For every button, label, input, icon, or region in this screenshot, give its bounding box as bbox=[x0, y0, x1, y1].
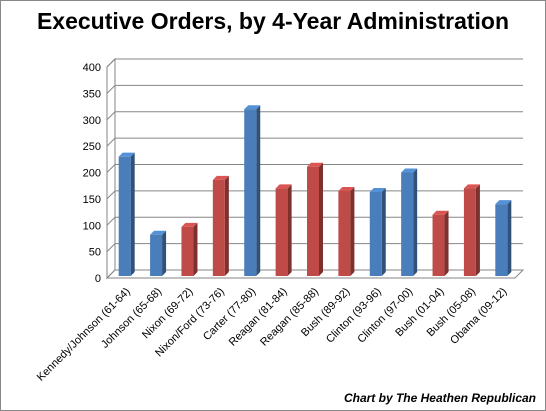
y-tick-label: 400 bbox=[83, 62, 101, 74]
bar bbox=[212, 175, 229, 276]
bar-front bbox=[212, 179, 225, 276]
bar bbox=[432, 210, 449, 276]
bars bbox=[118, 105, 512, 276]
bar-side bbox=[381, 188, 386, 276]
y-tick-label: 50 bbox=[89, 247, 101, 259]
bar-side bbox=[444, 210, 449, 276]
x-tick-label: Obama (09-12) bbox=[448, 286, 509, 347]
y-tick-label: 250 bbox=[83, 141, 101, 153]
bar-front bbox=[244, 109, 257, 276]
bar bbox=[275, 184, 292, 276]
bar bbox=[401, 168, 418, 276]
bar-top bbox=[432, 210, 449, 215]
bar-side bbox=[193, 222, 198, 276]
bar-front bbox=[401, 172, 414, 276]
bar bbox=[463, 184, 480, 276]
bar-front bbox=[495, 204, 508, 276]
y-tick-label: 200 bbox=[83, 168, 101, 180]
bar bbox=[181, 222, 198, 276]
bar-front bbox=[181, 226, 194, 276]
bar-top bbox=[212, 175, 229, 180]
bar-side bbox=[224, 175, 229, 276]
y-tick-label: 0 bbox=[95, 273, 101, 285]
bar-top bbox=[181, 222, 198, 227]
bar-side bbox=[319, 162, 323, 276]
gridline-side bbox=[106, 58, 116, 68]
bar-front bbox=[275, 188, 288, 276]
bar bbox=[338, 186, 355, 276]
bar-side bbox=[507, 200, 512, 276]
bar-top bbox=[369, 188, 386, 193]
bar-front bbox=[118, 156, 131, 276]
x-tick-label: Clinton (97-00) bbox=[355, 286, 415, 346]
bar bbox=[369, 188, 386, 276]
bar-top bbox=[150, 230, 167, 235]
bar-top bbox=[401, 168, 418, 173]
bar-front bbox=[432, 214, 445, 276]
bar bbox=[307, 162, 323, 276]
gridline-side bbox=[106, 243, 116, 252]
y-tick-label: 350 bbox=[83, 88, 101, 100]
bar-top bbox=[495, 200, 512, 205]
y-tick-label: 150 bbox=[83, 194, 101, 206]
gridline-side bbox=[106, 85, 116, 94]
bar-side bbox=[256, 105, 261, 276]
x-tick-label: Clinton (93-96) bbox=[324, 286, 384, 346]
gridline-side bbox=[106, 111, 116, 121]
gridline-side bbox=[106, 216, 116, 226]
bar-side bbox=[287, 184, 292, 276]
bar-top bbox=[244, 105, 261, 110]
bar bbox=[244, 105, 261, 276]
bar-front bbox=[307, 166, 319, 276]
gridline-side bbox=[106, 269, 116, 279]
y-tick-label: 300 bbox=[83, 115, 101, 127]
bar-front bbox=[338, 190, 351, 276]
x-axis-labels: Kennedy/Johnson (61-64)Johnson (65-68)Ni… bbox=[35, 286, 510, 384]
bar-side bbox=[475, 184, 480, 276]
bar-side bbox=[162, 230, 167, 276]
bar-side bbox=[350, 186, 355, 276]
chart-title: Executive Orders, by 4-Year Administrati… bbox=[36, 8, 510, 34]
bar-top bbox=[307, 162, 323, 167]
bar-side bbox=[413, 168, 418, 276]
bar-front bbox=[463, 188, 476, 276]
bar-top bbox=[275, 184, 292, 189]
bar-side bbox=[130, 152, 135, 276]
bar bbox=[150, 230, 167, 276]
bar bbox=[118, 152, 135, 276]
bar-front bbox=[369, 192, 382, 276]
bar-top bbox=[463, 184, 480, 189]
y-tick-label: 100 bbox=[83, 220, 101, 232]
gridline-side bbox=[106, 164, 116, 173]
bar-top bbox=[338, 186, 355, 191]
bar bbox=[495, 200, 512, 276]
y-axis-ticks: 0 50 100 150 200 250 300 350 400 bbox=[83, 62, 101, 285]
chart-credit: Chart by The Heathen Republican bbox=[343, 391, 536, 405]
gridline-side bbox=[106, 137, 116, 147]
gridline-side bbox=[106, 190, 116, 200]
bar-top bbox=[118, 152, 135, 157]
bar-front bbox=[150, 234, 163, 276]
